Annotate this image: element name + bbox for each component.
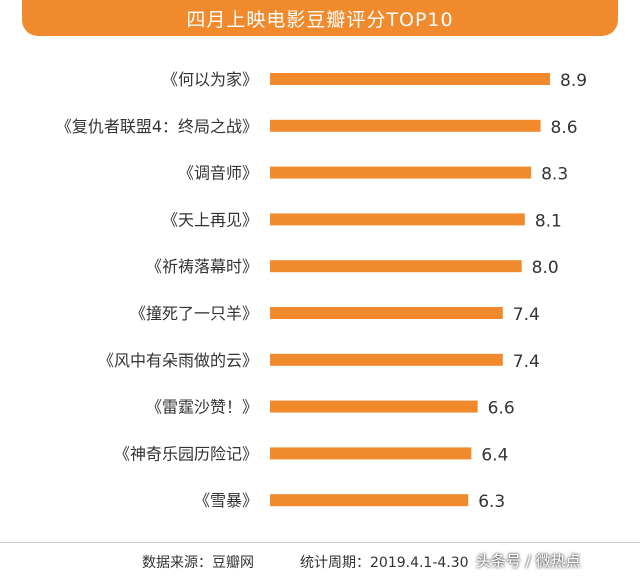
value-label: 8.9 (560, 71, 587, 91)
bar (270, 119, 541, 132)
watermark-text: 头条号 / 微热点 (476, 552, 581, 570)
value-label: 8.1 (535, 211, 562, 231)
category-label: 《雷霆沙赞！》 (146, 398, 258, 417)
value-label: 6.6 (488, 399, 515, 419)
category-label: 《天上再见》 (162, 210, 258, 229)
value-label: 7.4 (513, 305, 540, 325)
bar (270, 213, 525, 226)
bar (270, 494, 469, 507)
value-label: 8.3 (541, 165, 568, 185)
category-label: 《祈祷落幕时》 (146, 257, 258, 276)
value-label: 7.4 (513, 352, 540, 372)
bar (270, 166, 532, 179)
bar (270, 307, 503, 319)
bar (270, 260, 522, 273)
category-label: 《撞死了一只羊》 (130, 304, 258, 323)
data-source-note: 数据来源：豆瓣网 (142, 555, 254, 571)
bar (270, 400, 478, 413)
chart-title: 四月上映电影豆瓣评分TOP10 (186, 8, 454, 31)
value-label: 6.4 (481, 445, 508, 465)
title-banner: 四月上映电影豆瓣评分TOP10 (22, 0, 618, 36)
bar (270, 353, 503, 366)
category-label: 《复仇者联盟4：终局之战》 (56, 117, 258, 136)
category-label: 《何以为家》 (162, 70, 258, 89)
bar-chart: 《何以为家》 8.9 《复仇者联盟4：终局之战》 8.6 《调音师》 8.3 《天上再见》 8… (56, 70, 587, 512)
value-label: 6.3 (478, 492, 505, 512)
statistics-period-note: 统计周期：2019.4.1-4.30 (300, 555, 469, 571)
category-label: 《神奇乐园历险记》 (114, 444, 258, 463)
bar (270, 73, 550, 85)
value-label: 8.6 (551, 118, 578, 138)
bar (270, 447, 472, 460)
category-label: 《风中有朵雨做的云》 (98, 351, 258, 370)
value-label: 8.0 (532, 258, 559, 278)
category-label: 《调音师》 (178, 164, 258, 183)
category-label: 《雪暴》 (194, 491, 258, 510)
footer-divider (0, 542, 640, 543)
